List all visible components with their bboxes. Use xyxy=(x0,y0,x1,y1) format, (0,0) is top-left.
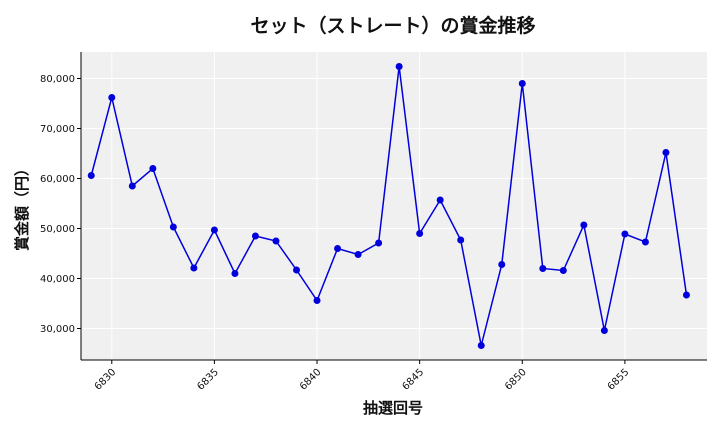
data-point xyxy=(149,165,157,172)
y-tick-label: 40,000 xyxy=(40,274,75,285)
data-point xyxy=(436,196,444,204)
data-point xyxy=(313,297,321,304)
data-point xyxy=(416,230,424,237)
data-point xyxy=(375,239,383,247)
y-tick-label: 80,000 xyxy=(40,74,75,85)
data-point xyxy=(662,149,670,156)
data-point xyxy=(87,172,95,179)
x-tick-label: 6845 xyxy=(401,367,427,393)
data-point xyxy=(477,342,485,349)
series-layer xyxy=(87,63,690,349)
data-point xyxy=(108,94,116,101)
y-tick-label: 50,000 xyxy=(40,224,75,235)
data-point xyxy=(395,63,403,70)
y-tick-label: 30,000 xyxy=(40,324,75,335)
data-point xyxy=(682,291,690,299)
data-point xyxy=(128,182,136,190)
data-point xyxy=(559,267,567,274)
data-point xyxy=(518,80,526,87)
data-point xyxy=(457,236,465,244)
data-point xyxy=(231,270,239,277)
data-point xyxy=(621,230,629,238)
data-point xyxy=(293,266,301,274)
series-line xyxy=(90,66,688,346)
data-point xyxy=(641,238,649,246)
data-point xyxy=(169,223,177,231)
y-tick-label: 70,000 xyxy=(40,124,75,135)
chart-title: セット（ストレート）の賞金推移 xyxy=(250,14,535,37)
data-point xyxy=(251,232,259,240)
x-tick-label: 6850 xyxy=(503,367,529,393)
grid-lines xyxy=(81,52,707,360)
x-tick-label: 6855 xyxy=(606,367,632,393)
data-point xyxy=(190,264,198,272)
y-tick-label: 60,000 xyxy=(40,174,75,185)
x-tick-label: 6840 xyxy=(298,367,324,393)
data-point xyxy=(580,221,588,229)
data-point xyxy=(539,265,547,272)
data-point xyxy=(272,237,280,245)
data-point xyxy=(498,261,506,268)
data-point xyxy=(210,226,218,234)
x-tick-label: 6830 xyxy=(93,367,119,393)
data-point xyxy=(354,251,362,258)
y-axis-label: 賞金額（円） xyxy=(13,161,31,251)
x-axis-label: 抽選回号 xyxy=(363,399,423,417)
x-tick-label: 6835 xyxy=(195,367,221,393)
data-point xyxy=(600,327,608,334)
plot-area xyxy=(81,52,707,360)
data-point xyxy=(334,245,342,252)
